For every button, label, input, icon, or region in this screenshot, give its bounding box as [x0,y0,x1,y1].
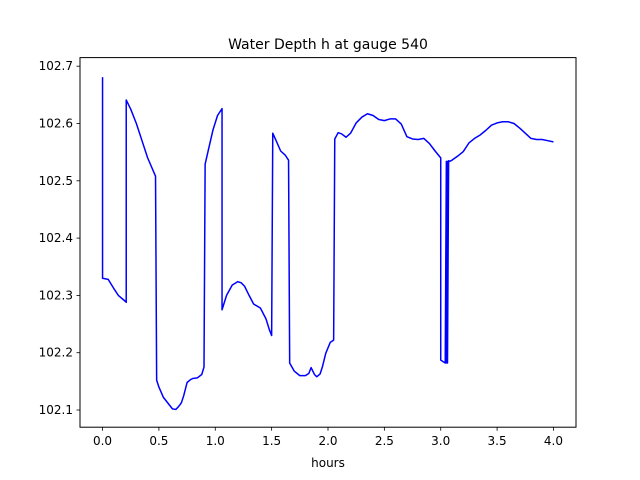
y-tick-label: 102.1 [39,403,73,417]
x-tick-label: 2.0 [318,434,337,448]
y-tick-label: 102.5 [39,174,73,188]
x-axis-label: hours [311,456,345,470]
x-tick-label: 0.5 [149,434,168,448]
y-axis-ticks: 102.1 102.2 102.3 102.4 102.5 102.6 102.7 [39,59,80,417]
plot-series [101,77,554,411]
y-tick-label: 102.6 [39,116,73,130]
x-tick-label: 1.0 [206,434,225,448]
x-tick-label: 0.0 [93,434,112,448]
plot-frame [79,57,577,428]
x-tick-label: 2.5 [375,434,394,448]
x-tick-label: 3.0 [431,434,450,448]
x-axis-ticks: 0.0 0.5 1.0 1.5 2.0 2.5 3.0 3.5 4.0 [93,427,563,448]
chart-title: Water Depth h at gauge 540 [228,37,428,53]
x-tick-label: 4.0 [544,434,563,448]
x-tick-label: 3.5 [488,434,507,448]
y-tick-label: 102.7 [39,59,73,73]
x-tick-label: 1.5 [262,434,281,448]
y-tick-label: 102.3 [39,288,73,302]
y-tick-label: 102.4 [39,231,73,245]
y-tick-label: 102.2 [39,346,73,360]
series-line-0 [101,77,554,411]
